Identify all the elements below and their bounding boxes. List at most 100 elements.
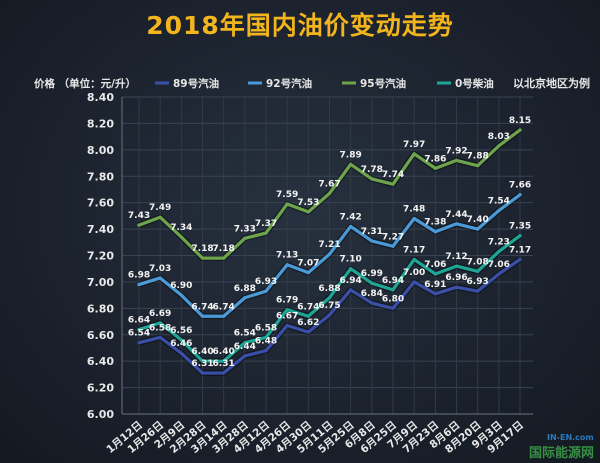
data-point xyxy=(306,271,310,275)
data-point xyxy=(306,210,310,214)
data-label: 7.54 xyxy=(488,197,510,207)
data-label: 7.27 xyxy=(382,232,404,242)
data-point xyxy=(433,230,437,234)
data-label: 7.88 xyxy=(467,152,489,162)
data-label: 6.93 xyxy=(467,277,489,287)
data-point xyxy=(158,321,162,325)
data-point xyxy=(327,191,332,196)
data-point xyxy=(179,338,183,342)
data-point xyxy=(158,215,162,219)
data-label: 6.93 xyxy=(255,277,277,287)
data-label: 7.18 xyxy=(213,244,235,254)
data-label: 7.12 xyxy=(445,252,467,262)
data-point xyxy=(285,202,289,206)
data-label: 8.03 xyxy=(488,132,510,142)
data-point xyxy=(476,289,480,293)
data-point xyxy=(433,272,437,276)
data-label: 6.62 xyxy=(297,318,319,328)
data-point xyxy=(454,158,459,162)
y-tick-label: 7.20 xyxy=(87,250,114,263)
data-label: 6.48 xyxy=(255,337,277,347)
data-label: 6.99 xyxy=(361,269,383,279)
data-label: 7.21 xyxy=(318,240,340,250)
data-point xyxy=(327,296,332,300)
data-point xyxy=(497,272,501,276)
y-tick-label: 7.40 xyxy=(87,223,114,236)
data-label: 7.00 xyxy=(403,268,425,278)
y-tick-label: 7.00 xyxy=(87,276,114,289)
data-label: 7.53 xyxy=(297,198,319,208)
data-point xyxy=(327,313,332,317)
data-point xyxy=(285,308,289,312)
data-point xyxy=(391,288,395,292)
data-point xyxy=(412,152,416,156)
data-label: 6.58 xyxy=(255,323,277,333)
data-point xyxy=(222,256,226,260)
data-point xyxy=(243,296,247,300)
y-tick-label: 7.60 xyxy=(87,197,114,210)
chart-title: 2018年国内油价变动走势 xyxy=(146,11,454,40)
y-tick-label: 8.20 xyxy=(87,117,114,130)
data-label: 6.88 xyxy=(318,284,340,294)
data-point xyxy=(518,193,522,197)
y-tick-label: 6.80 xyxy=(87,302,114,315)
data-label: 7.31 xyxy=(361,227,383,237)
data-label: 7.78 xyxy=(361,165,383,175)
data-label: 6.67 xyxy=(276,312,298,322)
data-label: 7.18 xyxy=(191,244,213,254)
data-label: 7.86 xyxy=(424,154,446,164)
data-label: 6.58 xyxy=(149,323,171,333)
data-point xyxy=(349,288,353,292)
data-point xyxy=(285,323,289,328)
data-label: 6.74 xyxy=(297,302,319,312)
y-tick-label: 8.00 xyxy=(87,144,114,157)
data-point xyxy=(454,222,459,226)
data-label: 7.89 xyxy=(340,150,362,160)
data-point xyxy=(200,256,205,260)
data-label: 6.46 xyxy=(170,339,192,349)
data-point xyxy=(137,282,141,287)
data-label: 7.37 xyxy=(255,219,277,229)
legend: 价格 （单位：元/升） 89号汽油 92号汽油 95号汽油 0号柴油 以北京地区为例 xyxy=(34,76,590,90)
data-label: 7.38 xyxy=(424,218,446,228)
y-tick-label: 7.80 xyxy=(87,170,114,183)
data-label: 6.96 xyxy=(445,273,467,283)
data-point xyxy=(518,234,522,238)
y-tick-label: 8.40 xyxy=(87,91,114,104)
data-point xyxy=(518,257,522,262)
data-point xyxy=(454,285,459,289)
legend-label: 92号汽油 xyxy=(266,77,312,90)
data-point xyxy=(222,359,226,363)
data-label: 6.74 xyxy=(191,302,213,312)
legend-label: 89号汽油 xyxy=(173,77,219,90)
data-label: 6.64 xyxy=(128,315,150,325)
data-point xyxy=(476,164,480,168)
data-label: 6.31 xyxy=(191,359,213,369)
data-point xyxy=(433,292,437,296)
data-label: 6.90 xyxy=(170,281,192,291)
data-point xyxy=(370,281,374,285)
data-label: 7.17 xyxy=(509,245,531,255)
data-label: 7.49 xyxy=(149,203,171,213)
data-point xyxy=(476,227,480,231)
data-labels: 6.546.586.466.316.316.446.486.676.626.75… xyxy=(128,116,531,369)
data-point xyxy=(179,235,183,239)
data-label: 6.56 xyxy=(170,326,192,336)
data-label: 7.06 xyxy=(488,260,510,270)
data-label: 7.34 xyxy=(170,223,192,233)
data-label: 6.40 xyxy=(213,347,235,357)
data-label: 7.42 xyxy=(340,212,362,222)
legend-label: 95号汽油 xyxy=(360,77,406,90)
watermark-text: 国际能源网 xyxy=(528,446,594,461)
data-label: 6.54 xyxy=(234,329,256,339)
data-point xyxy=(518,128,522,132)
data-point xyxy=(497,208,501,213)
data-point xyxy=(222,371,226,375)
series-lines xyxy=(137,127,522,377)
data-point xyxy=(412,280,416,284)
data-label: 7.23 xyxy=(488,238,510,248)
data-point xyxy=(306,314,310,318)
data-point xyxy=(391,182,395,186)
data-label: 7.67 xyxy=(318,179,340,189)
data-point xyxy=(349,267,353,271)
